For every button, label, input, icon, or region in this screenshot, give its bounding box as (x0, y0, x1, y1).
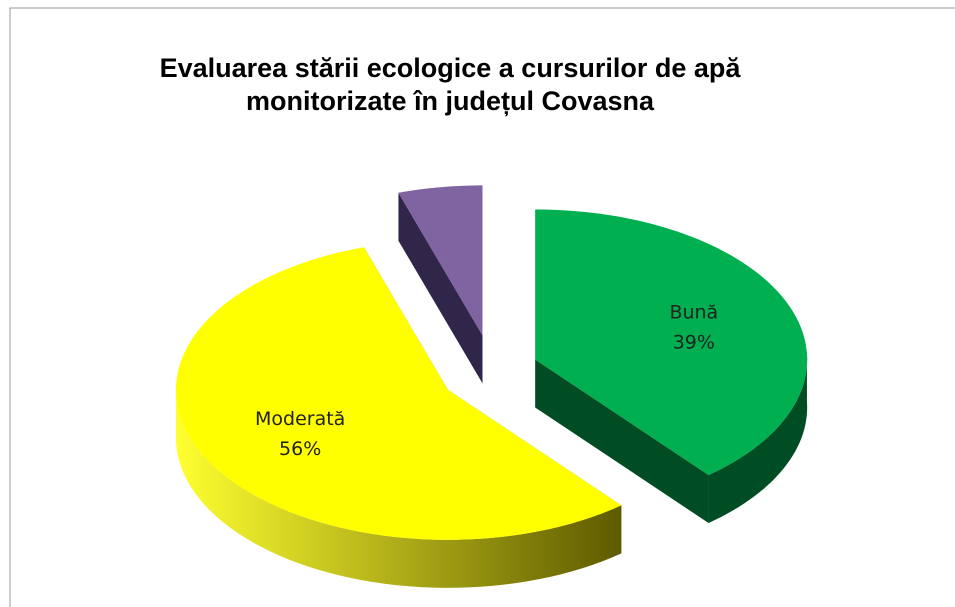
data-label: 39% (673, 331, 715, 353)
data-label: 56% (279, 438, 321, 460)
data-label-category: Bună (669, 301, 718, 323)
slice-side (398, 192, 483, 384)
slice-side (708, 353, 808, 524)
slice-side (535, 359, 709, 524)
chart-frame (9, 7, 955, 607)
slice (535, 209, 808, 476)
data-label-category: Moderată (255, 408, 345, 430)
slice (398, 185, 483, 336)
chart-title: Evaluarea stării ecologice a cursurilor … (159, 53, 741, 116)
slice (175, 247, 622, 540)
slice-side (175, 386, 622, 588)
